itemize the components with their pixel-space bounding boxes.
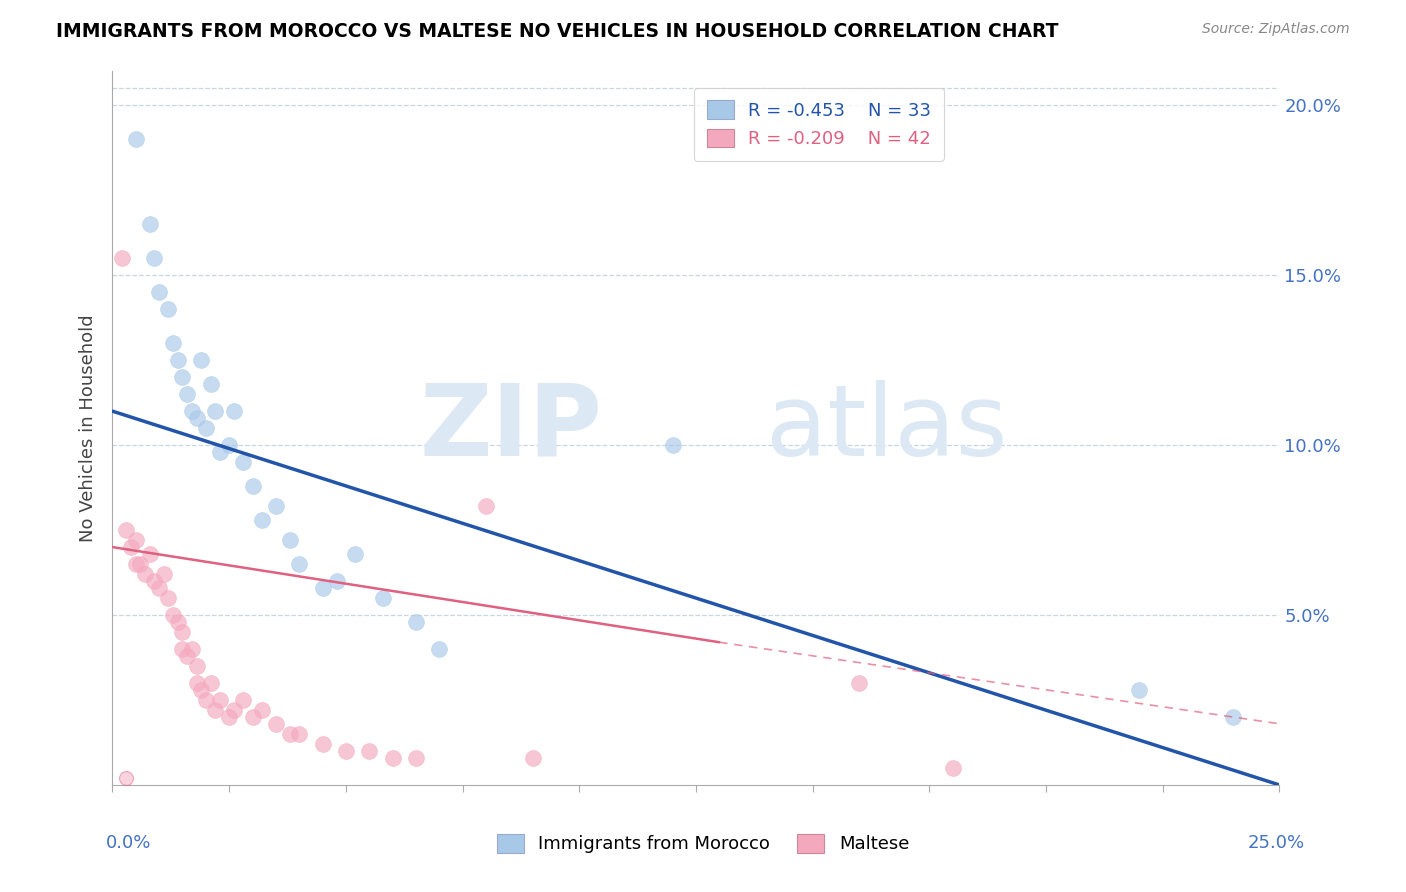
Text: 0.0%: 0.0% [105,834,150,852]
Text: 25.0%: 25.0% [1247,834,1305,852]
Point [115,771,138,785]
Point [208,693,231,707]
Point [153,567,176,582]
Point [186,659,208,673]
Point [278,727,301,741]
Point [1222,710,1244,724]
Point [190,682,212,697]
Point [186,676,208,690]
Point [311,581,333,595]
Point [288,727,311,741]
Point [232,693,254,707]
Point [200,676,222,690]
Point [148,581,170,595]
Point [222,404,245,418]
Point [344,547,367,561]
Point [172,370,194,384]
Point [143,252,166,266]
Point [172,625,194,640]
Point [311,737,333,751]
Point [359,744,381,758]
Point [242,710,264,724]
Point [208,445,231,459]
Point [172,642,194,657]
Text: atlas: atlas [766,380,1008,476]
Point [125,533,148,548]
Point [180,404,202,418]
Point [162,336,184,351]
Point [288,557,311,571]
Point [139,547,162,561]
Point [166,615,188,629]
Point [139,217,162,231]
Point [129,557,152,571]
Y-axis label: No Vehicles in Household: No Vehicles in Household [79,314,97,542]
Text: Source: ZipAtlas.com: Source: ZipAtlas.com [1202,22,1350,37]
Point [522,751,544,765]
Point [143,574,166,588]
Text: ZIP: ZIP [420,380,603,476]
Point [250,513,273,527]
Point [218,438,240,452]
Point [125,557,148,571]
Point [335,744,357,758]
Point [190,353,212,368]
Point [405,615,427,629]
Point [157,302,180,317]
Point [180,642,202,657]
Legend: R = -0.453    N = 33, R = -0.209    N = 42: R = -0.453 N = 33, R = -0.209 N = 42 [695,87,943,161]
Point [120,540,142,554]
Point [381,751,404,765]
Point [264,716,287,731]
Point [176,648,198,663]
Point [475,500,498,514]
Point [427,642,450,657]
Point [325,574,347,588]
Point [250,703,273,717]
Point [162,608,184,623]
Point [405,751,427,765]
Point [278,533,301,548]
Legend: Immigrants from Morocco, Maltese: Immigrants from Morocco, Maltese [489,827,917,861]
Point [848,676,870,690]
Point [661,438,683,452]
Point [200,376,222,391]
Point [194,421,217,435]
Point [111,252,134,266]
Point [242,479,264,493]
Point [942,761,965,775]
Text: IMMIGRANTS FROM MOROCCO VS MALTESE NO VEHICLES IN HOUSEHOLD CORRELATION CHART: IMMIGRANTS FROM MOROCCO VS MALTESE NO VE… [56,22,1059,41]
Point [148,285,170,300]
Point [222,703,245,717]
Point [134,567,156,582]
Point [176,387,198,401]
Point [125,132,148,146]
Point [157,591,180,605]
Point [166,353,188,368]
Point [204,703,226,717]
Point [186,411,208,425]
Point [1128,682,1150,697]
Point [204,404,226,418]
Point [194,693,217,707]
Point [373,591,395,605]
Point [232,455,254,469]
Point [115,523,138,537]
Point [264,500,287,514]
Point [218,710,240,724]
